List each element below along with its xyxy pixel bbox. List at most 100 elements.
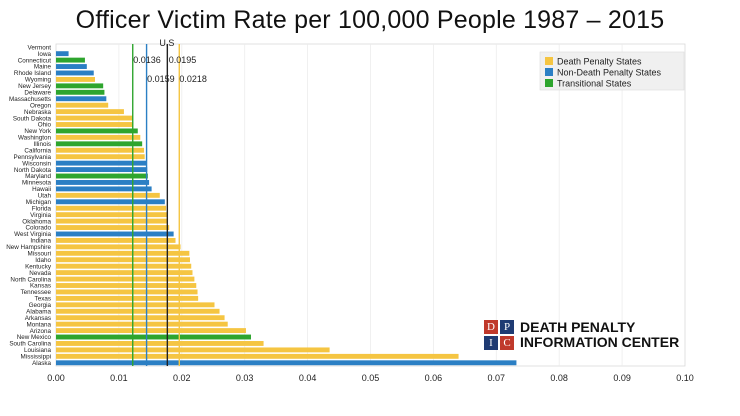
legend-label: Death Penalty States	[557, 57, 642, 67]
state-label: Oklahoma	[22, 218, 51, 225]
x-tick-label: 0.01	[110, 373, 128, 383]
state-label: Iowa	[38, 51, 52, 58]
state-label: Nevada	[29, 270, 51, 277]
bar	[56, 122, 134, 127]
state-label: New Mexico	[17, 334, 52, 341]
bar	[56, 167, 148, 173]
bar	[56, 102, 109, 108]
x-tick-label: 0.08	[550, 373, 568, 383]
bar	[56, 347, 330, 353]
logo-line-2: INFORMATION CENTER	[520, 334, 680, 350]
bar	[56, 250, 190, 256]
bar	[56, 128, 138, 134]
state-label: Hawaii	[32, 186, 51, 193]
logo-letter-i: I	[484, 336, 498, 350]
bar	[56, 160, 147, 166]
state-label: West Virginia	[14, 231, 51, 238]
state-label: New Hampshire	[6, 244, 51, 251]
state-label: Florida	[32, 205, 52, 212]
state-label: Pennsylvania	[14, 154, 52, 161]
logo-letter-d: D	[484, 320, 498, 334]
bar	[56, 83, 104, 89]
state-label: Tennessee	[21, 289, 52, 296]
state-label: Louisiana	[24, 347, 51, 354]
state-label: New York	[24, 128, 51, 135]
state-label: Wyoming	[25, 77, 52, 84]
bar	[56, 289, 198, 295]
x-tick-label: 0.02	[173, 373, 191, 383]
bar	[56, 360, 517, 366]
bar	[56, 308, 220, 314]
state-label: North Carolina	[10, 276, 51, 283]
legend-label: Non-Death Penalty States	[557, 68, 662, 78]
bar	[56, 353, 459, 359]
bar	[56, 270, 193, 276]
bar	[56, 173, 148, 179]
bar	[56, 328, 246, 334]
state-label: Delaware	[24, 90, 51, 97]
legend-box	[539, 51, 685, 91]
state-label: Idaho	[35, 257, 51, 264]
bar	[56, 283, 197, 288]
bar	[56, 64, 87, 69]
x-tick-label: 0.03	[236, 373, 254, 383]
state-label: Maine	[34, 64, 52, 71]
legend-label: Transitional States	[557, 79, 632, 89]
bar	[56, 199, 165, 205]
state-label: Alabama	[26, 308, 51, 315]
bar	[56, 180, 150, 185]
chart-title: Officer Victim Rate per 100,000 People 1…	[75, 6, 665, 34]
bar	[56, 76, 95, 82]
state-label: Maryland	[25, 173, 51, 180]
state-label: Washington	[18, 135, 52, 142]
state-label: Alaska	[32, 360, 51, 367]
bar	[56, 302, 215, 308]
bar	[56, 205, 167, 211]
x-tick-label: 0.00	[47, 373, 65, 383]
legend-swatch	[545, 57, 553, 65]
bar	[56, 109, 124, 115]
state-label: Minnesota	[22, 180, 52, 187]
bar	[56, 192, 160, 198]
reference-line-label: 0.0136	[133, 55, 161, 65]
dpic-logo: D P I C DEATH PENALTY INFORMATION CENTER	[484, 318, 684, 352]
state-label: Connecticut	[18, 57, 52, 64]
bar	[56, 295, 199, 301]
legend-swatch	[545, 79, 553, 87]
bar	[56, 341, 264, 346]
state-label: Missouri	[28, 251, 51, 258]
state-label: Texas	[35, 296, 51, 303]
bar	[56, 147, 145, 153]
x-tick-label: 0.04	[299, 373, 317, 383]
state-label: New Jersey	[18, 83, 52, 90]
logo-line-1: DEATH PENALTY	[520, 319, 636, 335]
logo-letter-c: C	[500, 336, 514, 350]
bar	[56, 141, 143, 147]
state-label: Mississippi	[21, 354, 51, 361]
bar	[56, 237, 176, 243]
state-label: Utah	[38, 193, 52, 200]
reference-line-label: U.S	[159, 38, 174, 48]
bar	[56, 70, 94, 76]
x-tick-label: 0.05	[362, 373, 380, 383]
state-label: Massachusetts	[9, 96, 51, 103]
x-tick-label: 0.10	[676, 373, 694, 383]
state-label: Nebraska	[24, 109, 51, 116]
state-label: Rhode Island	[14, 70, 52, 77]
reference-line-label: 0.0218	[179, 74, 207, 84]
state-label: Virginia	[30, 212, 51, 219]
bar	[56, 154, 145, 160]
bar	[56, 244, 181, 250]
bar	[56, 315, 225, 321]
bar	[56, 225, 170, 230]
bar	[56, 96, 107, 102]
state-label: North Dakota	[14, 167, 52, 174]
state-label: South Carolina	[9, 341, 51, 348]
x-tick-label: 0.07	[488, 373, 506, 383]
bar	[56, 186, 152, 192]
state-label: California	[24, 147, 51, 154]
bar	[56, 212, 168, 218]
bar	[56, 218, 168, 224]
bar	[56, 57, 85, 63]
